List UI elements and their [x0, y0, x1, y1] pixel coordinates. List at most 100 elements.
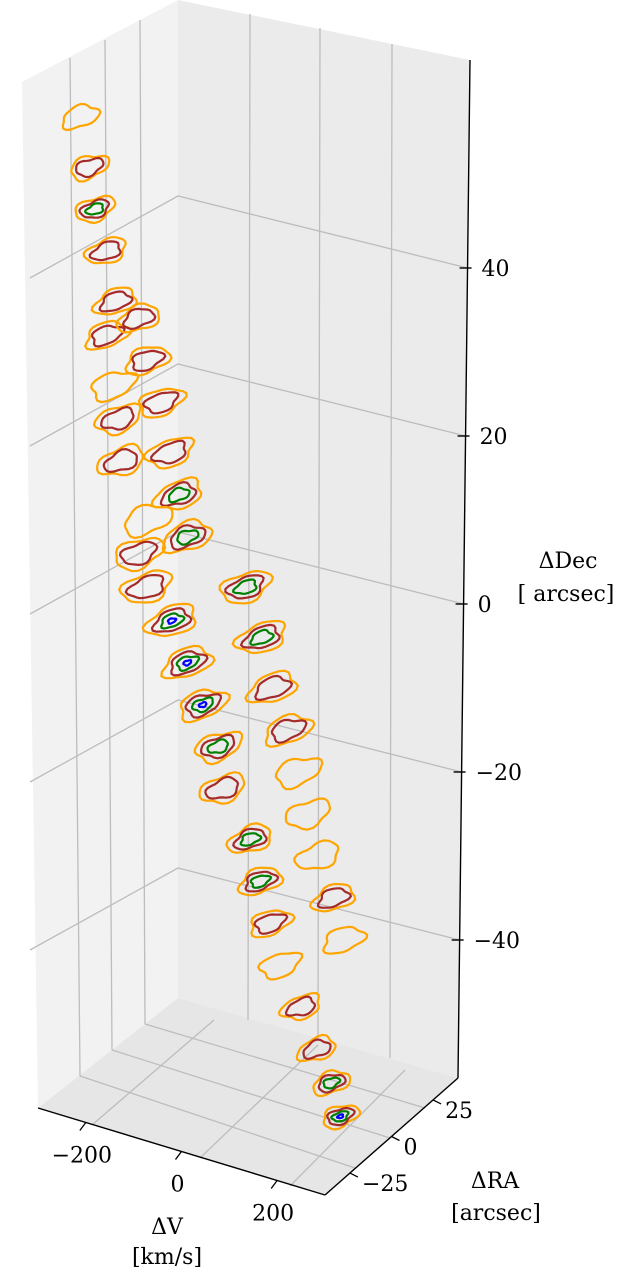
- back-pane: [178, 0, 470, 1078]
- velocity-tick-label: −200: [52, 1144, 112, 1169]
- contour-layer: [61, 102, 369, 1131]
- contour-level-2: [184, 693, 223, 719]
- dec-tick-label: −40: [474, 929, 520, 954]
- ra-axis-label-line2: [arcsec]: [451, 1201, 541, 1226]
- contour-level-2: [316, 887, 352, 909]
- grid-line-dec: [29, 867, 460, 951]
- contour-level-4: [197, 700, 208, 709]
- ra-tick-mark: [391, 1135, 400, 1142]
- contour-level-3: [249, 628, 275, 646]
- contour-level-3: [83, 202, 105, 216]
- dec-tick-label: 20: [480, 425, 508, 450]
- velocity-tick-mark: [270, 1180, 278, 1189]
- contour-level-1: [74, 194, 117, 225]
- contour-level-1: [83, 319, 133, 351]
- contour-level-1: [141, 602, 197, 638]
- contour-level-1: [123, 503, 174, 540]
- contour-level-1: [198, 771, 246, 805]
- contour-level-1: [277, 991, 320, 1022]
- contour-level-3: [322, 1076, 342, 1090]
- contour-level-3: [330, 1110, 350, 1123]
- grid-lines: [29, 13, 468, 1187]
- contour-level-2: [169, 524, 207, 551]
- contour-level-3: [160, 612, 186, 630]
- contour-level-2: [317, 1073, 347, 1094]
- grid-line-floor: [199, 1044, 319, 1159]
- velocity-axis-label-line1: ΔV: [151, 1215, 184, 1240]
- ra-tick-mark: [432, 1099, 442, 1105]
- contour-level-1: [115, 536, 167, 573]
- contour-level-4: [335, 1113, 345, 1120]
- contour-level-3: [249, 874, 273, 889]
- velocity-tick-mark: [79, 1122, 87, 1131]
- floor-pane: [38, 998, 458, 1195]
- velocity-tick-label: 200: [252, 1202, 294, 1227]
- contour-level-2: [118, 540, 159, 567]
- velocity-axis-label-line2: [km/s]: [132, 1245, 202, 1270]
- contour-level-2: [124, 573, 165, 600]
- grid-line-dec: [29, 531, 464, 615]
- contour-level-3: [190, 696, 214, 714]
- ra-axis-label-line1: ΔRA: [471, 1169, 520, 1194]
- contour-level-2: [91, 324, 126, 348]
- contour-level-2: [270, 718, 308, 744]
- dec-axis-ticks: 40 20 0 −20 −40: [451, 257, 522, 954]
- grid-line-dec: [29, 699, 462, 783]
- contour-level-3: [206, 738, 229, 754]
- ra-tick-label: −25: [362, 1172, 408, 1197]
- contour-level-2: [98, 290, 134, 313]
- grid-line-floor: [289, 1069, 406, 1187]
- contour-level-1: [256, 951, 304, 981]
- grid-line-floor: [79, 1075, 356, 1169]
- contour-level-1: [322, 1104, 362, 1131]
- dec-axis-label-line1: ΔDec: [539, 549, 598, 574]
- contour-level-1: [70, 154, 111, 183]
- grid-line-dec: [29, 195, 468, 279]
- contour-level-1: [309, 883, 357, 913]
- dec-axis-label-line2: [ arcsec]: [518, 582, 615, 607]
- contour-level-1: [264, 713, 316, 748]
- ra-tick-mark: [349, 1172, 359, 1178]
- contour-level-3: [167, 486, 191, 504]
- contour-level-2: [100, 405, 135, 431]
- contour-level-1: [193, 730, 244, 766]
- contour-level-1: [321, 925, 369, 955]
- contour-level-1: [231, 619, 287, 655]
- contour-level-2: [232, 827, 268, 851]
- contour-level-2: [302, 1038, 332, 1060]
- grid-line-vel: [69, 57, 81, 1077]
- contour-level-2: [284, 995, 317, 1017]
- contour-level-2: [224, 574, 265, 600]
- contour-level-1: [137, 387, 188, 419]
- dec-tick-label: 0: [478, 593, 492, 618]
- dec-tick-label: 40: [482, 257, 510, 282]
- velocity-axis-ticks: −200 0 200: [52, 1122, 294, 1227]
- left-pane: [22, 0, 178, 1108]
- contour-level-2: [150, 439, 187, 465]
- contour-level-1: [96, 442, 145, 477]
- contour-level-2: [326, 1106, 356, 1127]
- contour-level-1: [218, 569, 275, 605]
- contour-level-2: [141, 391, 180, 415]
- contour-level-1: [92, 402, 142, 437]
- grid-line-floor: [91, 1019, 215, 1126]
- contour-level-2: [102, 447, 138, 474]
- contour-level-1: [312, 1068, 352, 1098]
- contour-level-1: [284, 797, 332, 831]
- velocity-tick-mark: [174, 1151, 183, 1160]
- contour-level-2: [78, 198, 111, 219]
- grid-line-ra: [317, 27, 321, 1041]
- ra-tick-label: 25: [445, 1099, 473, 1124]
- contour-level-3: [232, 578, 258, 595]
- contour-level-2: [199, 733, 236, 760]
- contour-level-2: [253, 913, 289, 935]
- contour-level-2: [244, 870, 280, 893]
- dec-tick-label: −20: [476, 761, 522, 786]
- grid-line-ra: [247, 13, 251, 1021]
- contour-level-1: [117, 569, 174, 604]
- contour-level-1: [82, 235, 127, 265]
- ra-axis-ticks: 25 0 −25: [349, 1099, 473, 1197]
- contour-level-1: [124, 346, 173, 377]
- contour-level-2: [150, 607, 193, 633]
